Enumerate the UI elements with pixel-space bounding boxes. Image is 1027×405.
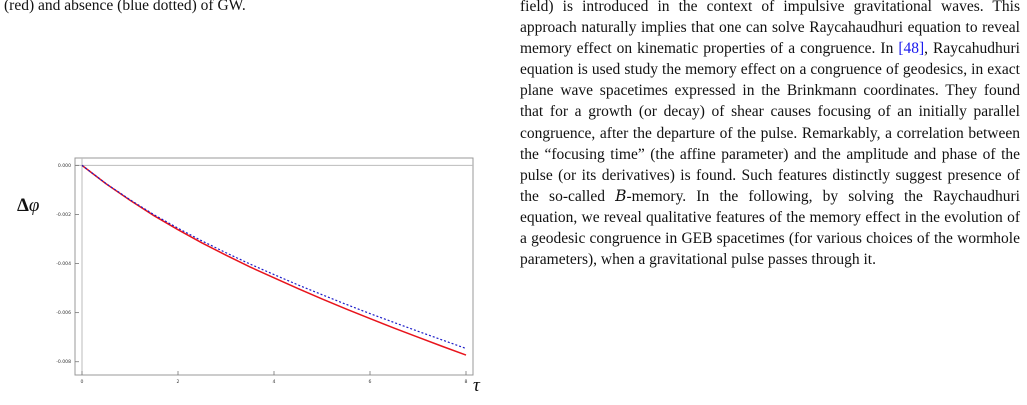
citation-link[interactable]: [48] (898, 40, 925, 58)
b-memory-letter: B (615, 186, 627, 205)
figure-caption-tail: (red) and absence (blue dotted) of GW. (4, 0, 246, 14)
series-line-with-gw (81, 164, 467, 356)
y-axis-label: Δφ (17, 195, 40, 216)
x-tick-label: 0 (81, 379, 84, 385)
series-layer (81, 164, 467, 356)
x-axis-label: τ (473, 375, 480, 396)
series-line-without-gw (81, 164, 467, 350)
y-tick-label: -0.006 (56, 310, 71, 316)
body-text-column: field) is introduced in the context of i… (520, 0, 1020, 270)
figure-column: (red) and absence (blue dotted) of GW. Δ… (0, 0, 500, 405)
x-tick-label: 6 (369, 379, 372, 385)
body-paragraph: field) is introduced in the context of i… (520, 0, 1020, 269)
x-tick-label: 4 (273, 379, 276, 385)
x-tick-label: 2 (177, 379, 180, 385)
x-tick-label: 8 (465, 379, 468, 385)
y-tick-label: -0.004 (56, 261, 71, 267)
plot-frame (74, 157, 474, 376)
y-tick-label: 0.000 (58, 163, 71, 169)
y-tick-label: -0.008 (56, 359, 71, 365)
delta-phi-plot: 0.000 -0.002 -0.004 -0.006 -0.008 0 2 4 6 8 (56, 157, 474, 385)
y-tick-label: -0.002 (56, 212, 71, 218)
axes-layer: 0.000 -0.002 -0.004 -0.006 -0.008 0 2 4 6 8 (56, 158, 473, 385)
